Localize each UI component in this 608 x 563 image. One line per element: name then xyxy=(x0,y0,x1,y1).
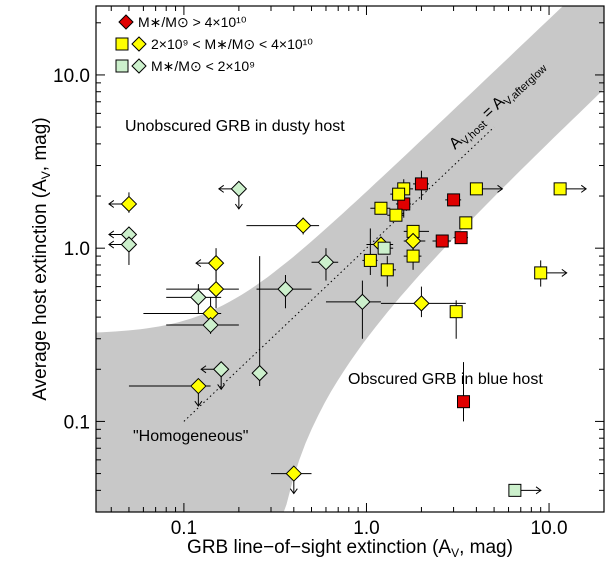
point-low-di-9 xyxy=(354,293,371,311)
point-mid-sq-8 xyxy=(380,263,394,277)
annotation-lower-region: Obscured GRB in blue host xyxy=(348,371,543,388)
point-mid-sq-4 xyxy=(469,182,483,196)
legend-marker-green-square xyxy=(115,59,129,73)
legend-entry-low-mass: M∗/M⊙ < 2×10⁹ xyxy=(115,58,255,74)
y-tick-label-2: 10.0 xyxy=(53,66,90,87)
legend-label-low-mass: M∗/M⊙ < 2×10⁹ xyxy=(151,58,255,74)
legend: M∗/M⊙ > 4×10¹⁰ 2×10⁹ < M∗/M⊙ < 4×10¹⁰ M∗… xyxy=(115,14,313,74)
point-low-di-4-ylimit-head xyxy=(217,384,226,391)
x-axis-title: GRB line−of−sight extinction (AV, mag) xyxy=(187,537,513,560)
point-low-sq-1 xyxy=(508,483,522,497)
point-mid-di-0 xyxy=(120,195,138,213)
point-mid-di-6 xyxy=(294,217,312,234)
point-low-di-1 xyxy=(120,236,138,253)
annotation-homogeneous: "Homogeneous" xyxy=(133,428,248,445)
y-axis-title-tail: , mag) xyxy=(30,117,51,171)
legend-label-mid-mass: 2×10⁹ < M∗/M⊙ < 4×10¹⁰ xyxy=(151,36,313,52)
annotation-upper-region: Unobscured GRB in dusty host xyxy=(125,118,345,135)
point-high-4 xyxy=(454,231,468,245)
legend-marker-yellow-square xyxy=(115,37,129,51)
point-mid-sq-5-xlimit-head xyxy=(580,184,587,193)
point-mid-di-5 xyxy=(285,465,303,482)
point-mid-di-7 xyxy=(404,232,422,250)
point-high-5 xyxy=(457,395,471,409)
x-axis-title-tail: , mag) xyxy=(459,537,513,558)
axes-frame xyxy=(95,5,605,513)
point-low-sq-1-xlimit-head xyxy=(535,486,542,495)
point-high-3 xyxy=(435,234,449,248)
point-mid-sq-3 xyxy=(389,208,403,222)
grey-band-lower-left xyxy=(96,396,247,512)
x-tick-label-2: 10.0 xyxy=(531,518,568,539)
point-mid-sq-5 xyxy=(553,182,567,196)
x-axis-title-main: GRB line−of−sight extinction (A xyxy=(187,537,451,558)
data-point-layer xyxy=(120,177,567,497)
y-axis-title: Average host extinction (AV, mag) xyxy=(30,117,53,400)
point-mid-sq-2 xyxy=(374,201,388,215)
one-to-one-line xyxy=(183,126,495,422)
point-mid-di-4 xyxy=(190,377,207,395)
point-low-di-7 xyxy=(277,280,294,298)
point-high-2 xyxy=(447,193,461,207)
y-tick-label-0: 0.1 xyxy=(64,412,90,433)
tick-layer: 0.1 1.0 10.0 0.1 1.0 10.0 xyxy=(53,6,605,539)
point-low-di-2 xyxy=(190,289,207,306)
point-low-di-5-xlimit-head xyxy=(218,184,225,193)
confidence-band-layer xyxy=(96,6,604,512)
y-axis-title-sub: V xyxy=(39,171,53,179)
point-mid-di-1-xlimit-head xyxy=(195,259,202,268)
x-tick-label-0: 0.1 xyxy=(171,518,197,539)
one-to-one-line-layer xyxy=(183,126,495,422)
point-mid-sq-12 xyxy=(534,266,548,280)
point-low-di-0-xlimit-head xyxy=(108,230,115,239)
point-mid-di-4-ylimit-head xyxy=(194,400,203,407)
point-mid-sq-4-xlimit-head xyxy=(497,184,504,193)
legend-marker-yellow-diamond xyxy=(131,36,147,52)
point-mid-sq-10 xyxy=(459,216,473,230)
grey-band xyxy=(96,6,604,512)
x-tick-label-1: 1.0 xyxy=(353,518,379,539)
legend-entry-high-mass: M∗/M⊙ > 4×10¹⁰ xyxy=(118,14,247,30)
legend-marker-red-diamond xyxy=(118,14,134,30)
point-mid-di-5-ylimit-head xyxy=(289,488,298,495)
point-mid-di-1 xyxy=(207,254,225,272)
point-low-di-6 xyxy=(251,364,268,382)
point-mid-sq-11 xyxy=(449,305,463,319)
point-mid-di-2 xyxy=(207,280,225,298)
point-high-1 xyxy=(414,177,428,191)
y-axis-title-main: Average host extinction (A xyxy=(30,179,51,401)
point-low-di-4-xlimit-head xyxy=(200,365,207,374)
legend-label-high-mass: M∗/M⊙ > 4×10¹⁰ xyxy=(138,14,247,30)
point-low-di-5 xyxy=(230,180,248,198)
legend-marker-green-diamond xyxy=(131,58,147,74)
point-mid-sq-9 xyxy=(406,249,420,263)
point-mid-di-0-xlimit-head xyxy=(108,200,115,208)
point-mid-sq-1 xyxy=(392,187,406,201)
legend-entry-mid-mass: 2×10⁹ < M∗/M⊙ < 4×10¹⁰ xyxy=(115,36,313,52)
x-axis-title-sub: V xyxy=(451,546,459,560)
point-mid-sq-12-xlimit-head xyxy=(561,268,568,277)
point-mid-di-8 xyxy=(413,295,430,312)
point-low-di-8 xyxy=(317,253,335,271)
point-mid-sq-7 xyxy=(363,253,377,267)
point-low-di-1-xlimit-head xyxy=(108,240,115,249)
point-low-di-3 xyxy=(202,316,219,334)
y-tick-label-1: 1.0 xyxy=(64,239,90,260)
plot-frame xyxy=(95,5,605,513)
point-low-di-5-ylimit-head xyxy=(234,203,243,210)
point-low-di-4 xyxy=(212,361,230,378)
point-low-sq-0 xyxy=(377,241,391,255)
